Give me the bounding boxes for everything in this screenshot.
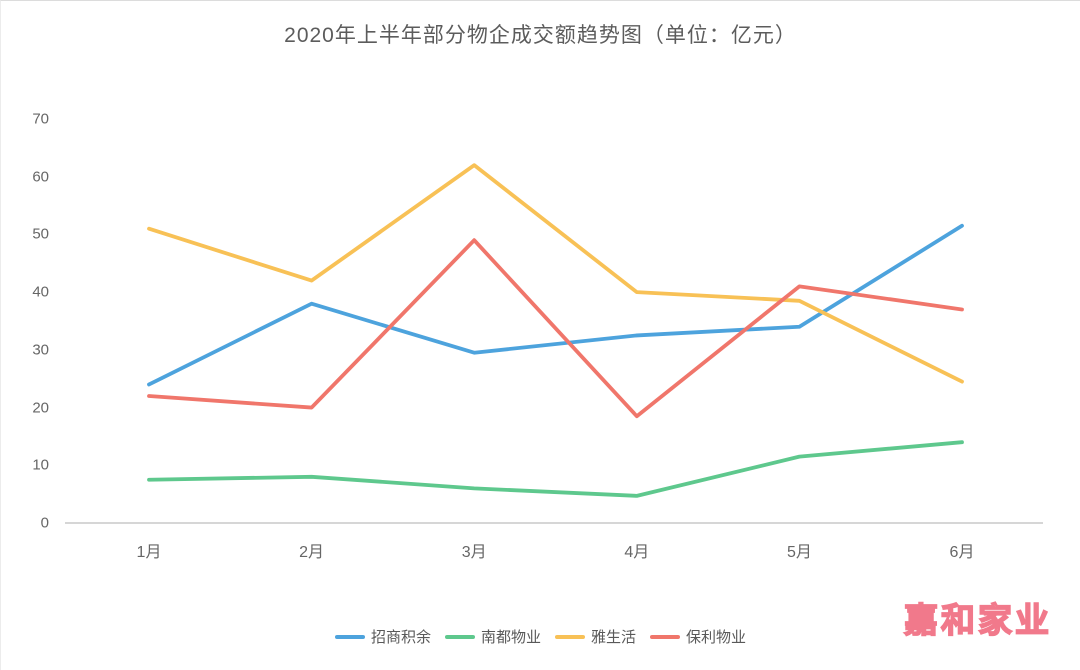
legend-line-swatch <box>555 634 585 639</box>
chart-legend: 招商积余 南都物业 雅生活 保利物业 <box>1 626 1080 647</box>
legend-label: 保利物业 <box>686 629 747 646</box>
chart-title: 2020年上半年部分物企成交额趋势图（单位：亿元） <box>284 24 797 47</box>
watermark-logo: 嘉和家业 <box>903 601 1052 641</box>
series-line-雅生活 <box>147 163 964 384</box>
legend-item-保利物业: 保利物业 <box>650 626 746 647</box>
legend-line-swatch <box>650 634 681 639</box>
legend-item-南都物业: 南都物业 <box>444 626 541 647</box>
legend-line-swatch <box>334 634 365 639</box>
legend-item-雅生活: 雅生活 <box>555 626 636 647</box>
legend-label: 雅生活 <box>591 629 637 646</box>
series-line-保利物业 <box>147 238 964 419</box>
legend-item-招商积余: 招商积余 <box>334 626 431 647</box>
series-line-招商积余 <box>147 223 964 387</box>
legend-label: 招商积余 <box>370 629 431 646</box>
series-line-南都物业 <box>147 440 964 498</box>
legend-label: 南都物业 <box>480 629 541 646</box>
legend-line-swatch <box>444 634 475 639</box>
